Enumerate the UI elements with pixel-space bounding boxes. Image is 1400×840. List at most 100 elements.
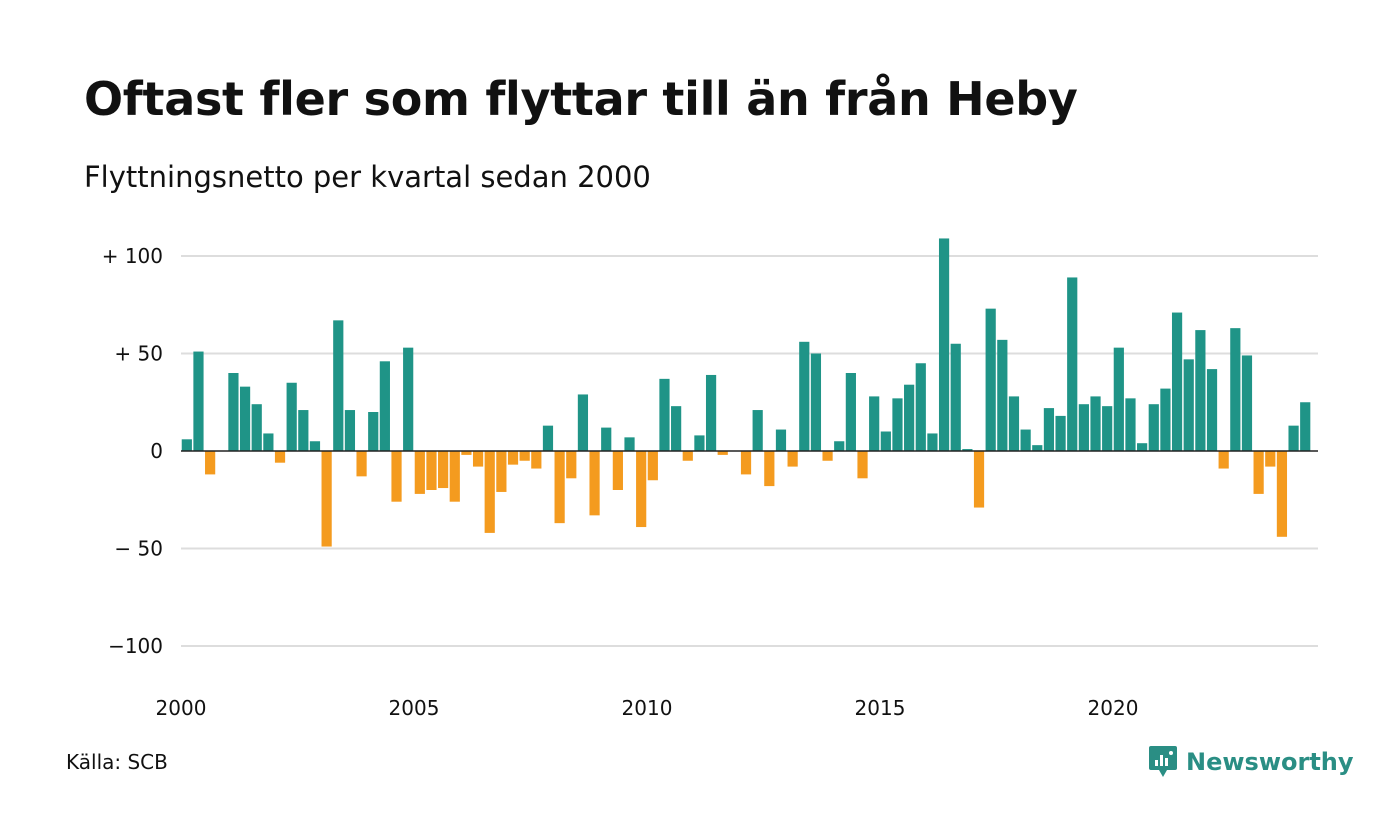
data-bar [997, 339, 1008, 451]
x-tick-label: 2005 [389, 696, 440, 720]
data-bar [1020, 429, 1031, 451]
data-bar [228, 373, 239, 451]
data-bar [426, 451, 437, 490]
data-bar [554, 451, 565, 524]
x-tick-label: 2015 [855, 696, 906, 720]
data-bar [286, 382, 297, 451]
data-bar [1195, 330, 1206, 451]
bars [181, 238, 1311, 547]
data-bar [904, 384, 915, 451]
data-bar [1160, 388, 1171, 451]
data-bar [414, 451, 425, 494]
data-bar [834, 441, 845, 451]
data-bar [566, 451, 577, 479]
data-bar [810, 353, 822, 451]
data-bar [636, 451, 647, 528]
data-bar [1276, 451, 1288, 537]
chart-title: Oftast fler som flyttar till än från Heb… [84, 72, 1078, 126]
data-bar [938, 238, 950, 451]
data-bar [973, 451, 985, 508]
data-bar [659, 378, 670, 451]
data-bar [682, 451, 693, 461]
data-bar [1218, 451, 1229, 469]
data-bar [205, 451, 216, 475]
data-bar [519, 451, 530, 461]
data-bar [1241, 355, 1253, 451]
y-tick-label: + 100 [102, 244, 163, 268]
data-bar [927, 433, 938, 451]
newsworthy-logo-icon [1149, 746, 1177, 777]
data-bar [438, 451, 449, 489]
data-bar [1253, 451, 1264, 494]
data-bar [1067, 277, 1078, 451]
data-bar [379, 361, 390, 451]
data-bar [251, 404, 262, 451]
data-bar [1300, 402, 1311, 451]
data-bar [193, 351, 204, 451]
x-tick-label: 2000 [156, 696, 207, 720]
y-axis-ticks: + 100 + 50 0 − 50 −100 [102, 244, 163, 658]
data-bar [705, 374, 717, 451]
data-bar [344, 410, 356, 451]
data-bar [1183, 359, 1194, 451]
data-bar [531, 451, 542, 469]
data-bar [740, 451, 752, 475]
data-bar [472, 451, 484, 467]
data-bar [647, 451, 658, 481]
data-bar [1090, 396, 1101, 451]
y-tick-label: −100 [108, 634, 163, 658]
data-bar [717, 451, 728, 455]
data-bar [181, 439, 192, 451]
data-bar [694, 435, 705, 451]
chart-subtitle: Flyttningsnetto per kvartal sedan 2000 [84, 160, 651, 194]
data-bar [577, 394, 589, 451]
data-bar [1137, 443, 1148, 451]
data-bar [601, 427, 612, 451]
data-bar [950, 343, 961, 451]
brand-name: Newsworthy [1186, 748, 1354, 776]
data-bar [239, 386, 251, 451]
data-bar [857, 451, 868, 479]
data-bar [1288, 425, 1299, 451]
data-bar [1230, 328, 1241, 451]
source-note: Källa: SCB [66, 750, 168, 774]
data-bar [1113, 347, 1124, 451]
data-bar [764, 451, 775, 487]
x-tick-label: 2020 [1088, 696, 1139, 720]
data-bar [1043, 408, 1055, 451]
data-bar [1008, 396, 1020, 451]
data-bar [624, 437, 635, 451]
data-bar [880, 431, 891, 451]
data-bar [309, 441, 321, 451]
data-bar [845, 373, 856, 451]
data-bar [449, 451, 460, 502]
data-bar [799, 341, 810, 451]
data-bar [542, 425, 554, 451]
data-bar [461, 451, 472, 455]
data-bar [263, 433, 274, 451]
data-bar [484, 451, 495, 533]
data-bar [1078, 404, 1089, 451]
data-bar [1032, 445, 1043, 451]
y-tick-label: + 50 [114, 342, 163, 366]
data-bar [496, 451, 507, 492]
x-tick-label: 2010 [622, 696, 673, 720]
data-bar [671, 406, 682, 451]
data-bar [1055, 415, 1066, 451]
data-bar [368, 412, 379, 451]
y-tick-label: − 50 [114, 537, 163, 561]
data-bar [333, 320, 344, 451]
data-bar [1206, 369, 1218, 451]
data-bar [391, 451, 402, 502]
data-bar [298, 410, 309, 451]
data-bar [869, 396, 880, 451]
data-bar [1148, 404, 1159, 451]
data-bar [787, 451, 798, 467]
data-bar [589, 451, 600, 516]
data-bar [752, 410, 763, 451]
brand-logo: Newsworthy [1148, 744, 1354, 780]
data-bar [985, 308, 996, 451]
data-bar [274, 451, 286, 463]
grid-lines [181, 255, 1318, 647]
data-bar [403, 347, 414, 451]
